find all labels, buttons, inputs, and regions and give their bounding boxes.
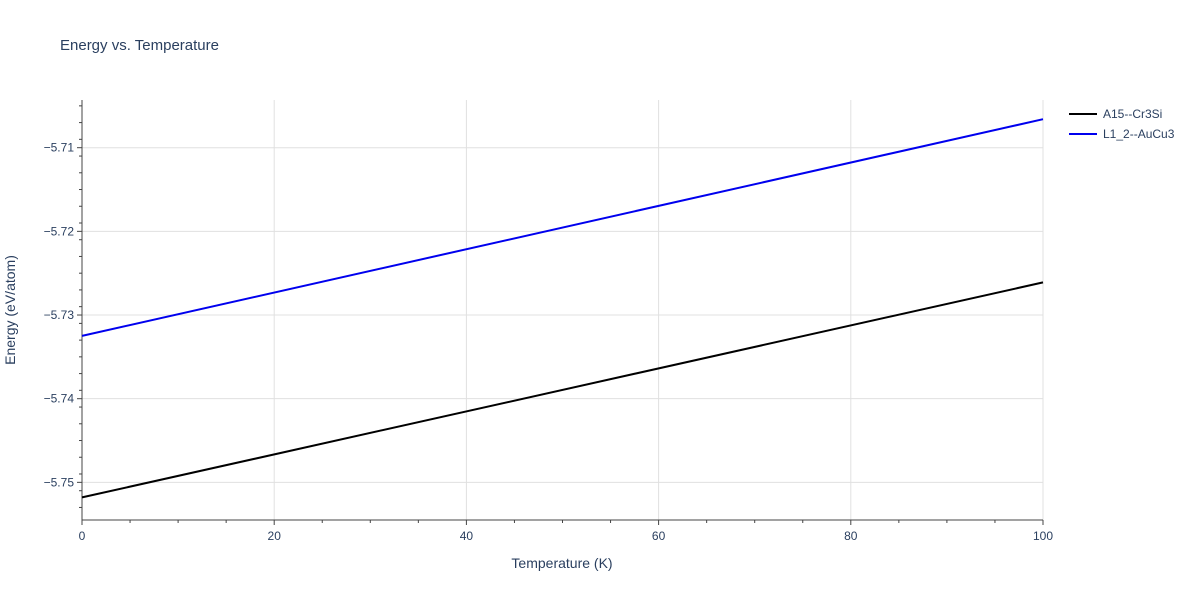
axes bbox=[81, 100, 1043, 521]
grid bbox=[82, 100, 1044, 520]
legend-label: A15--Cr3Si bbox=[1103, 107, 1162, 121]
legend: A15--Cr3Si L1_2--AuCu3 bbox=[1069, 107, 1175, 141]
y-tick-label: −5.71 bbox=[44, 141, 75, 155]
y-tick-label: −5.72 bbox=[44, 224, 75, 238]
series-line bbox=[81, 118, 1044, 337]
y-tick-label: −5.75 bbox=[44, 475, 75, 489]
y-axis-label: Energy (eV/atom) bbox=[2, 255, 18, 365]
series-line bbox=[81, 281, 1044, 499]
y-tick-label: −5.74 bbox=[44, 392, 75, 406]
x-tick-label: 80 bbox=[844, 529, 858, 543]
x-tick-label: 0 bbox=[79, 529, 86, 543]
x-tick-label: 60 bbox=[652, 529, 666, 543]
series-group bbox=[81, 118, 1044, 499]
legend-label: L1_2--AuCu3 bbox=[1103, 127, 1175, 141]
x-tick-label: 100 bbox=[1033, 529, 1053, 543]
x-tick-label: 20 bbox=[268, 529, 282, 543]
x-tick-label: 40 bbox=[460, 529, 474, 543]
y-tick-label: −5.73 bbox=[44, 308, 75, 322]
x-axis-label: Temperature (K) bbox=[511, 555, 612, 571]
y-ticks: −5.75 −5.74 −5.73 −5.72 −5.71 bbox=[44, 105, 82, 508]
chart-title: Energy vs. Temperature bbox=[60, 37, 219, 54]
x-ticks: 0 20 40 60 80 100 bbox=[79, 520, 1053, 543]
